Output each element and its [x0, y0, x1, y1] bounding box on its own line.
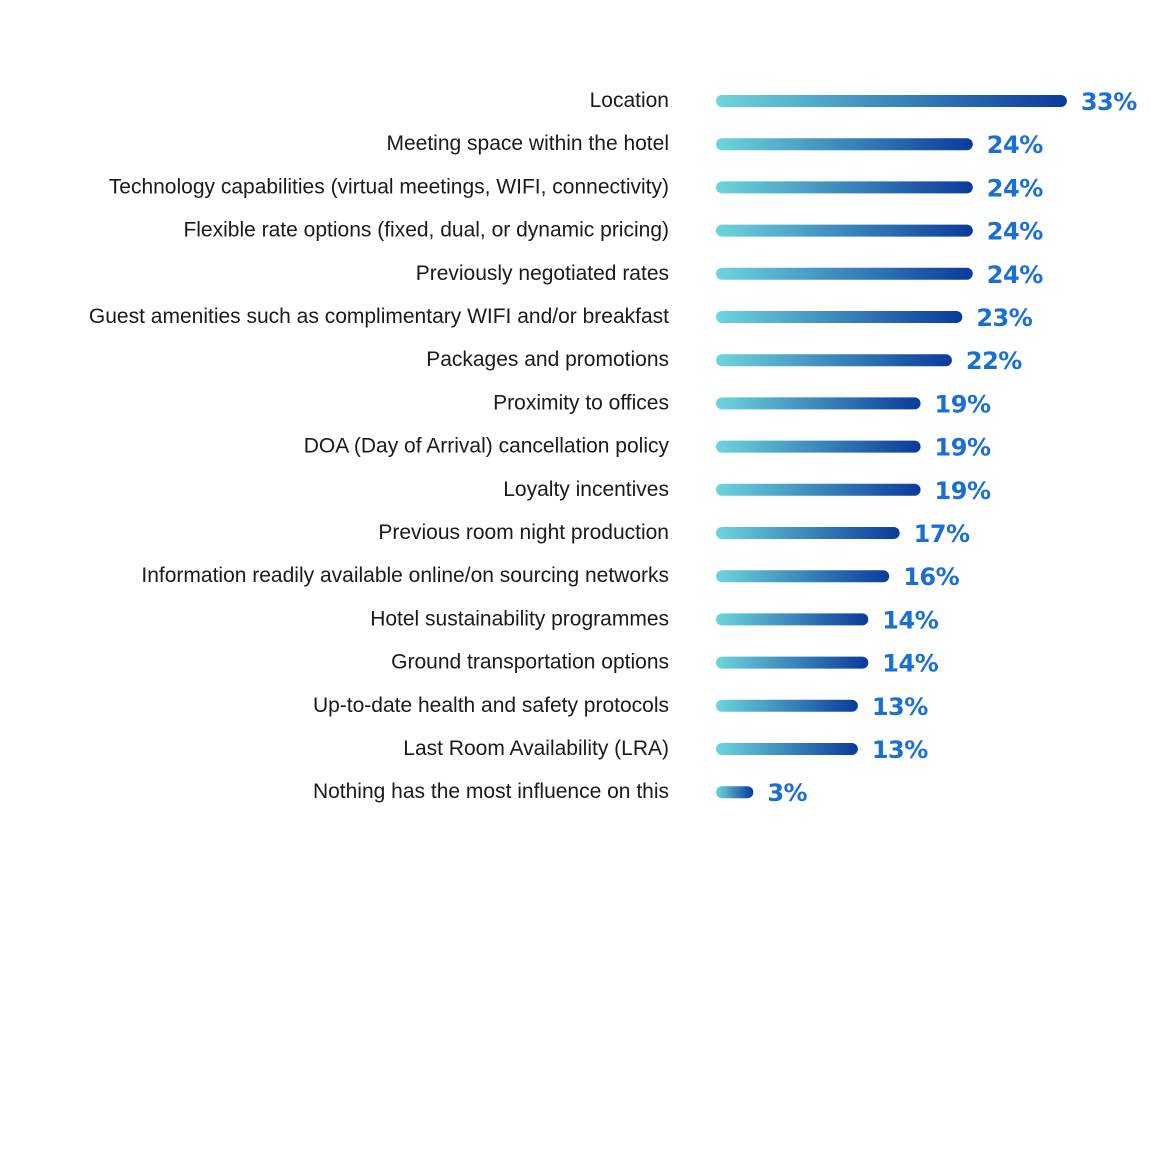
category-label: Loyalty incentives: [503, 478, 669, 501]
value-label: 14%: [882, 650, 938, 678]
category-label: Packages and promotions: [426, 348, 669, 371]
bar: [716, 397, 921, 410]
category-label: Technology capabilities (virtual meeting…: [109, 175, 669, 198]
bar: [716, 95, 1067, 107]
value-label: 24%: [987, 218, 1043, 246]
bar: [716, 699, 858, 712]
value-label: 19%: [935, 390, 991, 418]
value-label: 14%: [882, 606, 938, 634]
bar: [716, 527, 900, 539]
bar: [716, 224, 973, 237]
bar: [716, 181, 973, 194]
bar: [716, 440, 921, 453]
value-label: 24%: [987, 261, 1043, 289]
chart-rows: Location 33% Meeting space within the hote…: [89, 88, 1138, 807]
value-label: 19%: [935, 477, 991, 505]
bar: [716, 267, 973, 280]
value-label: 24%: [987, 174, 1043, 202]
value-label: 16%: [903, 563, 959, 591]
value-label: 33%: [1081, 88, 1137, 116]
bar: [716, 786, 754, 799]
category-label: Location: [590, 89, 669, 112]
bar: [716, 656, 869, 669]
bar: [716, 483, 921, 496]
category-label: Last Room Availability (LRA): [403, 737, 669, 760]
bar: [716, 311, 963, 323]
value-label: 19%: [935, 434, 991, 462]
category-label: Ground transportation options: [391, 651, 669, 674]
value-label: 3%: [767, 779, 807, 807]
category-label: Nothing has the most influence on this: [313, 780, 669, 803]
category-label: Previously negotiated rates: [416, 262, 669, 285]
value-label: 22%: [966, 347, 1022, 375]
bar: [716, 743, 858, 755]
category-label: Hotel sustainability programmes: [370, 607, 669, 630]
category-label: Guest amenities such as complimentary WI…: [89, 305, 669, 328]
category-label: Proximity to offices: [493, 391, 669, 414]
bar: [716, 138, 973, 151]
value-label: 17%: [914, 520, 970, 548]
value-label: 23%: [976, 304, 1032, 332]
category-label: DOA (Day of Arrival) cancellation policy: [304, 435, 670, 458]
category-label: Previous room night production: [378, 521, 669, 544]
bar: [716, 613, 869, 626]
category-label: Meeting space within the hotel: [386, 132, 669, 155]
value-label: 13%: [872, 693, 928, 721]
bar: [716, 570, 890, 583]
category-label: Flexible rate options (fixed, dual, or d…: [183, 219, 669, 242]
value-label: 24%: [987, 131, 1043, 159]
category-label: Information readily available online/on …: [141, 564, 669, 587]
bar: [716, 354, 952, 367]
category-label: Up-to-date health and safety protocols: [313, 694, 669, 717]
value-label: 13%: [872, 736, 928, 764]
